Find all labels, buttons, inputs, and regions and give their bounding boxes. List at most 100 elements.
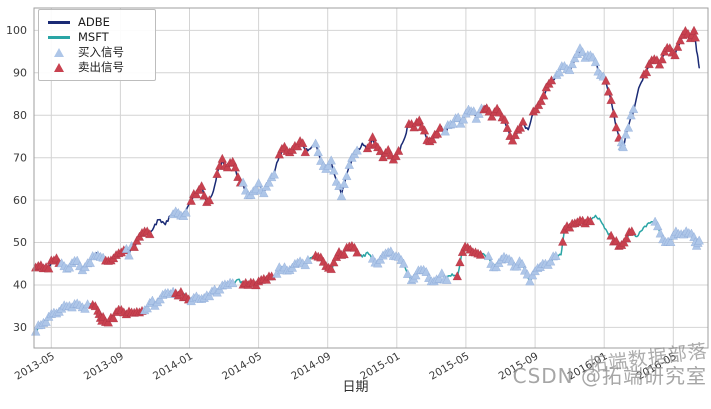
sell-signal-marker: [690, 32, 701, 42]
legend-label: 买入信号: [78, 45, 124, 59]
buy-signal-marker: [448, 118, 458, 128]
buy-signal-marker: [310, 138, 321, 148]
legend: ADBE MSFT 买入信号 卖出信号: [38, 9, 156, 81]
buy-signal-marker: [551, 250, 561, 260]
buy-signal-marker: [300, 260, 311, 270]
buy-signal-marker: [621, 129, 631, 139]
buy-signal-marker: [264, 177, 274, 187]
sell-signal-marker: [487, 111, 497, 121]
sell-signal-marker: [455, 257, 465, 267]
buy-signal-marker: [326, 155, 336, 165]
buy-signal-marker: [323, 160, 334, 170]
sell-triangle-icon: [47, 63, 71, 72]
buy-signal-marker: [590, 57, 601, 67]
buy-signal-marker: [453, 112, 463, 122]
buy-signal-marker: [303, 254, 313, 264]
buy-signal-marker: [665, 236, 676, 246]
legend-item-sell-signal: 卖出信号: [47, 60, 147, 75]
legend-item-msft: MSFT: [47, 30, 147, 45]
sell-signal-marker: [510, 130, 520, 140]
buy-signal-marker: [411, 270, 421, 280]
buy-signal-marker: [437, 268, 447, 278]
buy-signal-marker: [259, 188, 269, 198]
sell-signal-marker: [43, 263, 54, 273]
sell-signal-marker: [339, 249, 349, 259]
buy-signal-marker: [517, 258, 527, 268]
legend-label: 卖出信号: [78, 60, 124, 74]
adbe-line-swatch: [47, 21, 71, 24]
legend-item-buy-signal: 买入信号: [47, 45, 147, 60]
buy-signal-marker: [142, 303, 152, 313]
msft-line-swatch: [47, 36, 71, 39]
buy-signal-marker: [41, 316, 51, 326]
sell-signal-marker: [391, 151, 401, 161]
buy-signal-marker: [238, 177, 248, 187]
sell-signal-marker: [654, 59, 665, 69]
buy-signal-marker: [341, 170, 352, 181]
buy-signal-marker: [545, 256, 556, 266]
sell-signal-marker: [191, 189, 202, 199]
sell-signal-marker: [186, 195, 196, 205]
sell-signal-marker: [606, 94, 616, 105]
sell-signal-marker: [500, 114, 510, 124]
sell-signal-marker: [603, 86, 614, 96]
buy-signal-marker: [628, 103, 639, 114]
sell-signal-marker: [108, 313, 119, 323]
sell-signal-marker: [689, 25, 699, 35]
x-axis-title: 日期: [342, 380, 369, 395]
legend-label: MSFT: [78, 30, 109, 44]
sell-signal-marker: [585, 216, 596, 226]
sell-signal-marker: [199, 190, 209, 200]
sell-signal-marker: [297, 138, 308, 148]
buy-signal-marker: [344, 159, 355, 169]
buy-signal-marker: [623, 122, 634, 132]
legend-item-adbe: ADBE: [47, 15, 147, 30]
sell-signal-marker: [212, 168, 222, 178]
sell-signal-marker: [601, 75, 611, 85]
sell-signal-marker: [329, 257, 339, 267]
buy-signal-marker: [440, 126, 450, 136]
buy-signal-marker: [227, 278, 238, 288]
sell-signal-marker: [129, 241, 139, 251]
sell-signal-marker: [536, 95, 546, 106]
buy-signal-marker: [618, 142, 628, 152]
buy-signal-marker: [564, 64, 575, 75]
buy-signal-marker: [474, 108, 484, 118]
buy-signal-marker: [204, 291, 215, 301]
sell-signal-marker: [222, 162, 233, 172]
sell-signal-marker: [274, 149, 285, 159]
sell-signal-marker: [627, 226, 637, 236]
sell-signal-marker: [670, 50, 680, 60]
buy-signal-marker: [181, 207, 191, 217]
sell-signal-marker: [375, 146, 386, 156]
buy-signal-marker: [398, 258, 409, 268]
y-tick-label: 40: [13, 279, 27, 292]
buy-signal-marker: [269, 169, 279, 179]
buy-signal-marker: [402, 268, 413, 278]
sell-signal-marker: [502, 122, 513, 132]
buy-signal-marker: [471, 113, 482, 123]
buy-signal-marker: [483, 250, 494, 260]
y-tick-label: 100: [6, 24, 27, 37]
y-tick-label: 60: [13, 194, 27, 207]
sell-signal-marker: [672, 41, 683, 51]
sell-signal-marker: [675, 35, 685, 45]
sell-signal-marker: [515, 122, 526, 132]
sell-signal-marker: [657, 54, 667, 64]
sell-signal-marker: [427, 134, 438, 144]
sell-signal-marker: [196, 181, 207, 191]
sell-signal-marker: [145, 229, 155, 239]
sell-signal-marker: [611, 122, 622, 132]
sell-signal-marker: [432, 128, 443, 138]
y-tick-label: 30: [13, 321, 27, 334]
buy-signal-marker: [525, 276, 535, 286]
sell-signal-marker: [641, 67, 652, 77]
buy-signal-marker: [313, 147, 323, 157]
buy-triangle-icon: [47, 48, 71, 57]
buy-signal-marker: [652, 221, 663, 231]
buy-signal-marker: [626, 110, 636, 120]
sell-signal-marker: [414, 115, 425, 125]
sell-signal-marker: [538, 90, 549, 100]
sell-signal-marker: [608, 108, 619, 118]
